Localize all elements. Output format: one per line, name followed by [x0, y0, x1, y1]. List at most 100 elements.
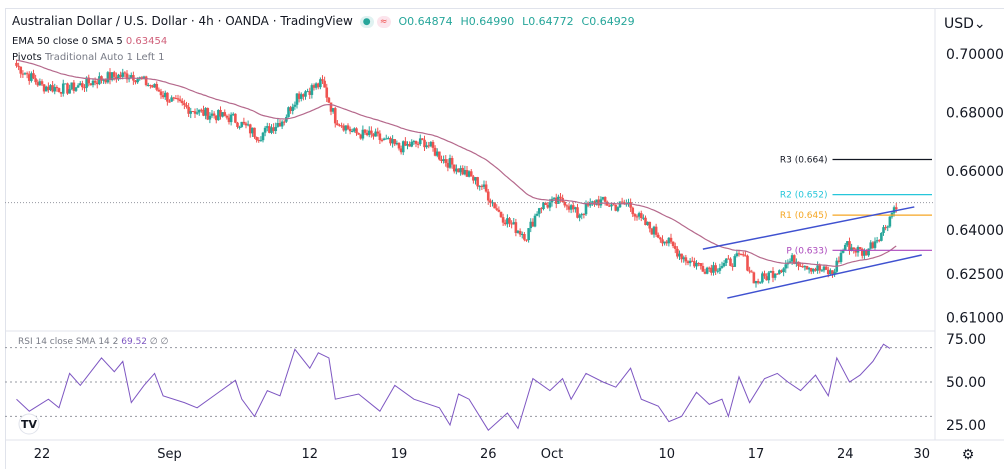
rsi-legend[interactable]: RSI 14 close SMA 14 2 69.52 ∅ ∅: [18, 337, 168, 347]
candle-body: [705, 267, 709, 274]
candle-body: [812, 268, 815, 272]
candle: [370, 126, 373, 138]
candle: [174, 95, 178, 100]
candle-body: [489, 200, 492, 203]
candle: [270, 124, 273, 135]
candle: [302, 93, 305, 101]
candle: [882, 225, 885, 236]
candle-body: [469, 171, 473, 177]
candle-body: [348, 128, 352, 132]
candle-body: [76, 85, 80, 88]
candle: [68, 84, 71, 94]
candle-body: [361, 129, 365, 139]
candle: [331, 108, 335, 114]
candle-body: [775, 273, 779, 275]
tradingview-logo-icon: TV: [18, 413, 40, 435]
candle-body: [272, 127, 275, 132]
candle-body: [321, 79, 324, 81]
candle: [348, 126, 352, 135]
candle-body: [433, 147, 437, 156]
candle: [703, 268, 707, 275]
candle-body: [189, 111, 193, 114]
settings-gear-icon[interactable]: ⚙: [962, 447, 975, 463]
candle-body: [221, 112, 224, 117]
candle: [378, 130, 382, 144]
candle-body: [30, 73, 33, 81]
candle-body: [831, 270, 834, 275]
candle: [121, 68, 125, 80]
candle: [327, 96, 331, 104]
candle: [472, 175, 475, 184]
candle-body: [457, 168, 460, 173]
candle-body: [635, 216, 639, 218]
symbol-title[interactable]: Australian Dollar / U.S. Dollar · 4h · O…: [12, 14, 353, 28]
candle: [246, 120, 250, 127]
candle: [257, 137, 261, 143]
candle: [429, 141, 433, 148]
candle: [61, 79, 65, 97]
candle: [15, 59, 18, 68]
candle: [688, 257, 692, 267]
candle: [514, 218, 518, 237]
candle: [601, 196, 605, 201]
candle-body: [327, 97, 331, 103]
candle: [251, 127, 254, 137]
candle: [365, 129, 369, 137]
candle-body: [95, 82, 99, 85]
candle-body: [833, 271, 836, 275]
candle-body: [480, 186, 484, 188]
candle-body: [860, 249, 864, 256]
candle-body: [535, 213, 539, 216]
candle-body: [799, 265, 802, 267]
candle: [282, 120, 286, 126]
candle-body: [244, 123, 248, 126]
candle: [200, 108, 203, 113]
candle: [295, 92, 299, 109]
candle: [178, 95, 182, 103]
candle-body: [659, 237, 662, 240]
candle-body: [370, 130, 373, 134]
candle-body: [197, 109, 201, 113]
candle: [690, 256, 694, 262]
candle: [47, 82, 50, 93]
candle: [769, 270, 773, 273]
candle-body: [146, 85, 150, 87]
candle-body: [612, 204, 615, 206]
candle: [214, 115, 218, 124]
candle-body: [616, 207, 620, 211]
candle-body: [78, 83, 82, 86]
candle-body: [404, 141, 407, 146]
candle-body: [55, 86, 59, 89]
candle-body: [70, 82, 74, 90]
candle: [563, 200, 567, 208]
ema-legend[interactable]: EMA 50 close 0 SMA 5 0.63454: [12, 36, 167, 47]
candle: [888, 216, 892, 229]
candle: [387, 136, 390, 140]
candle-body: [149, 85, 152, 87]
candle-body: [425, 145, 428, 148]
candle: [401, 140, 405, 156]
candle-body: [746, 255, 749, 271]
candle-body: [858, 247, 862, 250]
candle-body: [559, 196, 562, 198]
pivots-legend[interactable]: Pivots Traditional Auto 1 Left 1: [12, 52, 165, 63]
price-tick-label: 0.68000: [946, 106, 1004, 122]
candle-body: [380, 139, 384, 141]
logo-badge: [18, 413, 40, 435]
candle: [204, 107, 207, 120]
candle: [310, 83, 314, 99]
candle: [765, 273, 768, 281]
candle: [493, 202, 496, 209]
compare-icon[interactable]: ≈: [376, 15, 391, 28]
candle: [293, 101, 297, 110]
candle: [489, 198, 492, 208]
candle: [761, 271, 764, 284]
candle-body: [452, 164, 456, 172]
candle-body: [229, 114, 233, 123]
candle-body: [514, 222, 518, 233]
candle-body: [476, 177, 479, 187]
candle: [782, 267, 785, 277]
candle: [565, 204, 569, 211]
candle: [665, 239, 669, 246]
